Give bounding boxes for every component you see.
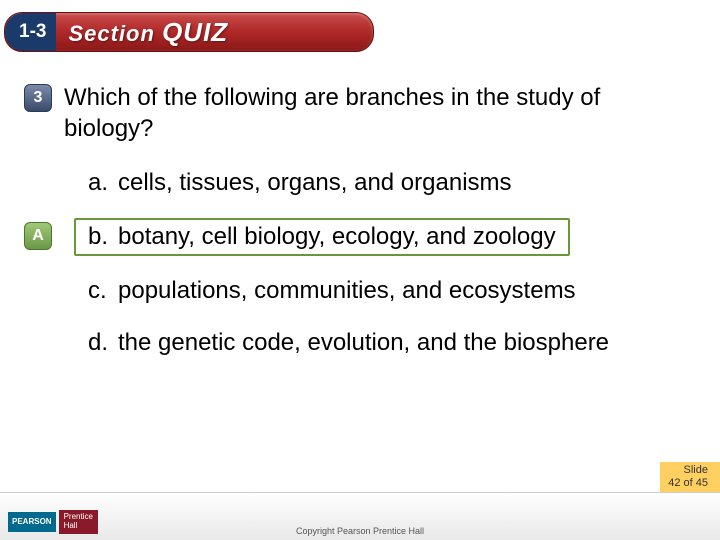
option-text: the genetic code, evolution, and the bio… (118, 328, 656, 358)
title-quiz: QUIZ (162, 17, 228, 47)
footer: PEARSON Prentice Hall Copyright Pearson … (0, 492, 720, 540)
answer-letter-badge: A (24, 222, 52, 250)
copyright-text: Copyright Pearson Prentice Hall (296, 526, 424, 536)
section-number: 1-3 (5, 13, 56, 51)
slide-info-line2: 42 of 45 (668, 477, 708, 490)
option-b: b. botany, cell biology, ecology, and zo… (74, 218, 570, 256)
option-text: populations, communities, and ecosystems (118, 276, 656, 306)
options-list: a. cells, tissues, organs, and organisms… (82, 166, 662, 378)
prentice-hall-logo: Prentice Hall (59, 510, 98, 534)
question-number-badge: 3 (24, 84, 52, 112)
publisher-logo: PEARSON Prentice Hall (8, 510, 98, 534)
pearson-logo: PEARSON (8, 512, 56, 532)
section-title: Section QUIZ (68, 17, 228, 48)
option-d: d. the genetic code, evolution, and the … (82, 326, 662, 360)
option-letter: d. (88, 328, 118, 358)
option-c: c. populations, communities, and ecosyst… (82, 274, 662, 308)
option-text: cells, tissues, organs, and organisms (118, 168, 656, 198)
option-letter: c. (88, 276, 118, 306)
option-letter: a. (88, 168, 118, 198)
option-letter: b. (88, 222, 118, 252)
option-text: botany, cell biology, ecology, and zoolo… (118, 222, 556, 252)
title-prefix: Section (68, 21, 154, 46)
option-a: a. cells, tissues, organs, and organisms (82, 166, 662, 200)
question-text: Which of the following are branches in t… (64, 82, 654, 144)
header-bar: 1-3 Section QUIZ (4, 12, 374, 52)
slide-info-line1: Slide (668, 464, 708, 477)
slide-info: Slide 42 of 45 (660, 462, 720, 492)
